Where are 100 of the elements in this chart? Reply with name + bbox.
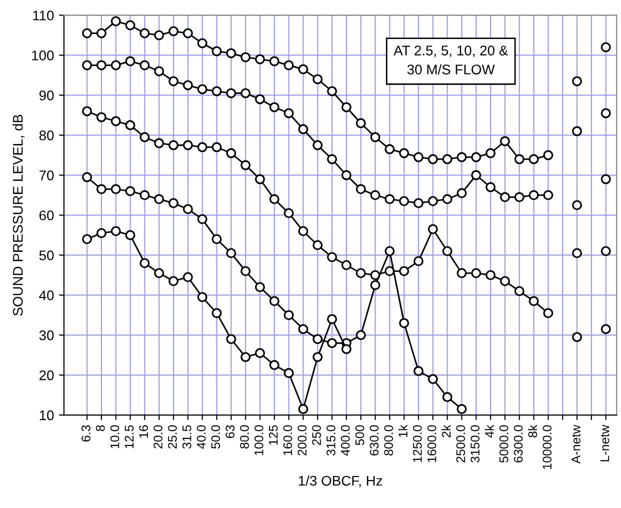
point xyxy=(254,174,265,184)
point xyxy=(197,292,208,302)
point xyxy=(269,102,280,112)
point xyxy=(327,252,338,262)
point xyxy=(600,42,611,52)
point xyxy=(240,88,251,98)
x-tick-label: 400.0 xyxy=(340,425,350,456)
point xyxy=(212,234,222,244)
y-tick-label: 60 xyxy=(40,210,54,220)
point xyxy=(284,310,294,320)
point xyxy=(356,268,366,278)
x-tick-label: A-netw xyxy=(572,424,580,464)
point xyxy=(154,268,164,278)
x-tick-label: 4k xyxy=(484,424,494,438)
point xyxy=(312,140,323,150)
point xyxy=(341,102,352,112)
point xyxy=(240,352,251,362)
point xyxy=(370,280,380,290)
point xyxy=(82,28,92,38)
x-tick-label: 40.0 xyxy=(196,425,206,449)
point xyxy=(356,184,366,194)
point xyxy=(341,344,352,354)
point xyxy=(572,332,582,342)
point xyxy=(456,188,467,198)
point xyxy=(399,266,410,276)
point xyxy=(269,194,280,204)
point xyxy=(110,16,121,26)
x-tick-label: 160.0 xyxy=(283,425,292,456)
point xyxy=(543,150,554,160)
point xyxy=(140,60,150,70)
x-tick-label: 31.5 xyxy=(182,425,192,449)
point xyxy=(413,198,424,208)
point xyxy=(600,246,611,256)
point xyxy=(254,282,265,292)
point xyxy=(500,192,510,202)
x-tick-label: 2k xyxy=(441,424,451,438)
point xyxy=(284,108,294,118)
point xyxy=(428,224,438,234)
point xyxy=(182,272,193,282)
point xyxy=(486,270,496,280)
point xyxy=(514,286,524,296)
point xyxy=(298,64,308,74)
point xyxy=(182,140,193,150)
point xyxy=(428,374,438,384)
point xyxy=(96,228,106,238)
point xyxy=(456,268,467,278)
point xyxy=(356,118,366,128)
point xyxy=(327,86,338,96)
point xyxy=(442,392,452,402)
x-tick-label: 1k xyxy=(398,424,408,438)
point xyxy=(182,80,193,90)
point xyxy=(82,172,92,182)
point xyxy=(168,276,178,286)
point xyxy=(125,20,136,30)
point xyxy=(197,84,208,94)
point xyxy=(269,56,280,66)
point xyxy=(312,352,323,362)
point xyxy=(572,200,582,210)
point xyxy=(413,256,424,266)
point xyxy=(140,28,150,38)
point xyxy=(572,76,582,86)
point xyxy=(96,184,106,194)
point xyxy=(543,190,554,200)
x-tick-label: 20.0 xyxy=(154,425,162,448)
point xyxy=(399,196,410,206)
point xyxy=(528,154,539,164)
point xyxy=(226,48,236,58)
x-tick-label: 125 xyxy=(268,425,278,445)
point xyxy=(284,208,294,218)
point xyxy=(456,404,467,414)
y-tick-label: 40 xyxy=(39,290,54,300)
point xyxy=(125,56,136,66)
point xyxy=(226,148,236,158)
x-tick-label: 16 xyxy=(139,425,148,438)
point xyxy=(254,348,265,358)
point xyxy=(254,94,265,104)
x-tick-label: 6.3 xyxy=(82,425,90,442)
y-tick-label: 20 xyxy=(39,370,54,380)
point xyxy=(182,28,193,38)
point xyxy=(284,60,294,70)
x-tick-label: 8k xyxy=(528,424,538,438)
point xyxy=(312,240,323,250)
point xyxy=(327,338,338,348)
y-tick-label: 10 xyxy=(40,410,54,420)
point xyxy=(572,248,582,258)
point xyxy=(572,126,582,136)
point xyxy=(269,360,280,370)
point xyxy=(600,324,611,334)
point xyxy=(341,260,352,270)
point xyxy=(399,148,410,158)
point xyxy=(240,266,251,276)
point xyxy=(212,86,222,96)
x-tick-label: 315.0 xyxy=(326,425,336,456)
point xyxy=(471,170,482,180)
point xyxy=(254,54,265,64)
y-tick-label: 80 xyxy=(39,130,54,140)
y-axis-title: SOUND PRESSURE LEVEL, dB xyxy=(12,114,24,316)
point xyxy=(226,334,236,344)
point xyxy=(356,330,366,340)
point xyxy=(197,214,208,224)
